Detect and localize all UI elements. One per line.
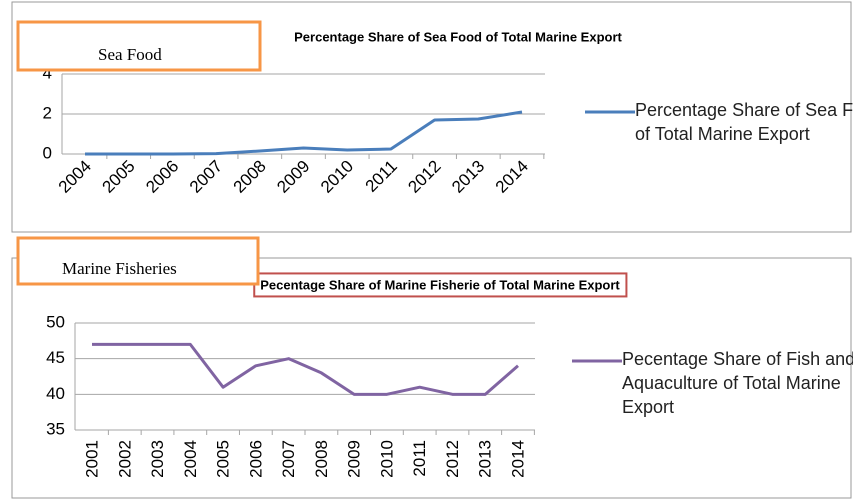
legend-label: Pecentage Share of Fish and Aquaculture …	[622, 349, 853, 417]
data-line	[92, 342, 519, 396]
x-tick-label: 2010	[377, 440, 396, 478]
chart-title: Percentage Share of Sea Food of Total Ma…	[294, 29, 622, 44]
panel-label: Sea Food	[98, 45, 162, 64]
x-tick-label: 2007	[279, 440, 298, 478]
y-tick-label: 4	[43, 63, 52, 82]
x-tick-label: 2014	[508, 440, 527, 478]
y-tick-label: 35	[46, 419, 65, 438]
legend: Percentage Share of Sea Food of Total Ma…	[635, 100, 853, 144]
x-tick-label: 2008	[312, 440, 331, 478]
y-tick-label: 40	[46, 384, 65, 403]
x-tick-label: 2001	[82, 440, 101, 478]
data-line	[85, 110, 523, 156]
chart-frame	[11, 257, 852, 499]
panel-label: Marine Fisheries	[62, 259, 177, 278]
x-tick-label: 2009	[345, 440, 364, 478]
x-tick-label: 2002	[115, 440, 134, 478]
x-tick-label: 2006	[246, 440, 265, 478]
y-tick-label: 45	[46, 348, 65, 367]
y-tick-label: 2	[43, 103, 52, 122]
legend: Pecentage Share of Fish and Aquaculture …	[622, 349, 853, 417]
y-tick-label: 50	[46, 312, 65, 331]
legend-label: Percentage Share of Sea Food of Total Ma…	[635, 100, 853, 144]
x-tick-label: 2005	[214, 440, 233, 478]
y-tick-label: 0	[43, 143, 52, 162]
panel-label-box	[16, 20, 262, 72]
x-tick-label: 2004	[181, 440, 200, 478]
panel-label-box	[16, 236, 260, 286]
x-tick-label: 2012	[443, 440, 462, 478]
x-tick-label: 2013	[476, 440, 495, 478]
x-tick-label: 2003	[148, 440, 167, 478]
chart-title: Pecentage Share of Marine Fisherie of To…	[260, 277, 620, 292]
x-tick-label: 2011	[410, 440, 429, 477]
